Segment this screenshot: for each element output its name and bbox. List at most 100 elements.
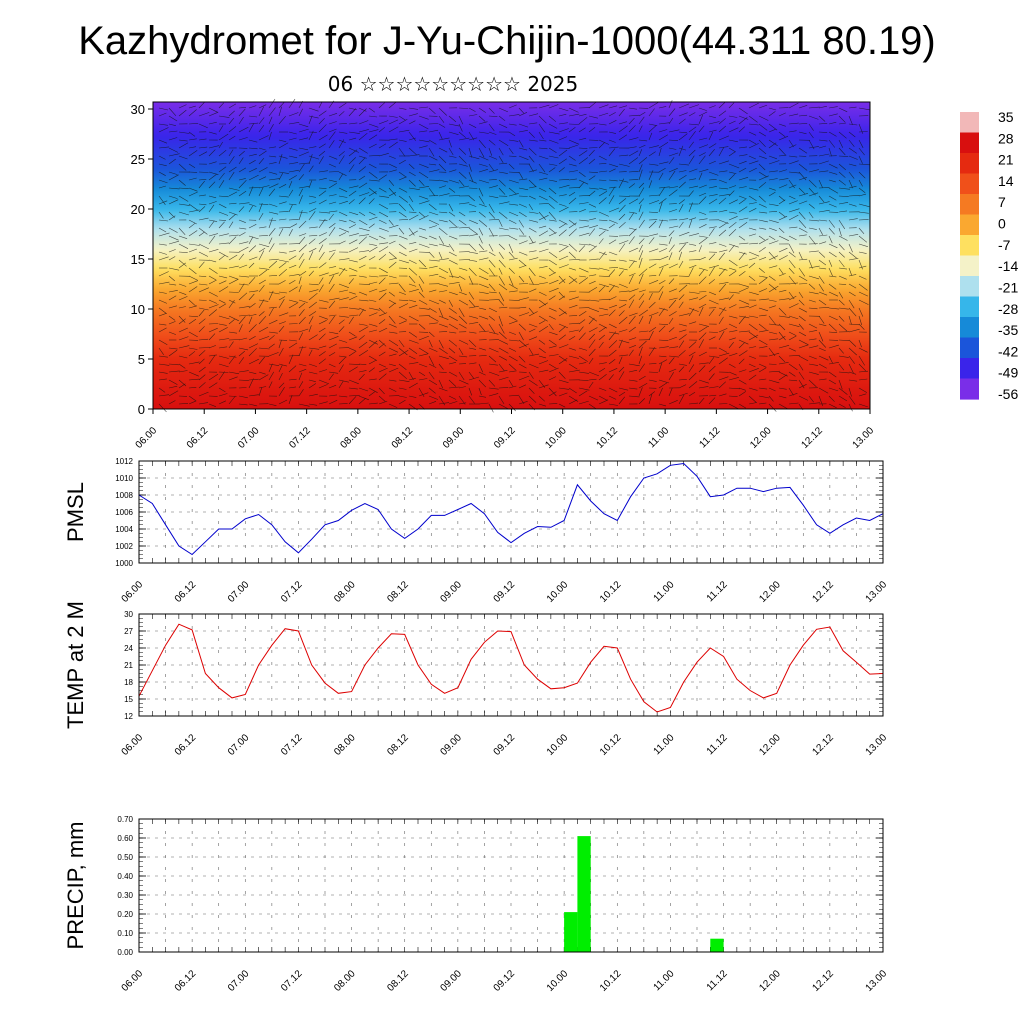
wind-barb: [508, 394, 520, 397]
wind-barb: [818, 259, 827, 266]
wind-barb: [268, 306, 277, 309]
heatmap-x-tick-label: 10.12: [595, 425, 621, 451]
wind-barb: [698, 235, 709, 238]
wind-barb: [328, 363, 336, 368]
wind-barb: [508, 275, 514, 286]
wind-barb: [468, 195, 475, 202]
wind-barb: [538, 123, 546, 133]
wind-barb: [818, 395, 824, 407]
wind-barb: [558, 184, 570, 189]
wind-barb: [328, 249, 336, 253]
wind-barb: [198, 309, 205, 317]
wind-barb: [858, 370, 869, 373]
wind-barb: [728, 139, 738, 143]
bar-y-tick-label: 0.50: [117, 853, 133, 862]
wind-barb: [208, 279, 217, 285]
wind-barbs: [158, 98, 870, 413]
wind-barb: [788, 275, 796, 285]
wind-barb: [418, 259, 427, 268]
wind-barb: [638, 289, 646, 293]
wind-barb: [168, 385, 178, 389]
wind-barb: [828, 203, 837, 208]
wind-barb: [458, 226, 470, 229]
wind-barb: [698, 365, 706, 373]
wind-barb: [428, 225, 437, 229]
wind-barb: [388, 331, 398, 334]
wind-barb: [358, 373, 365, 381]
wind-barb: [768, 203, 779, 206]
wind-barb: [768, 395, 774, 402]
wind-barb: [748, 315, 759, 318]
wind-barb: [368, 187, 377, 195]
wind-barb: [858, 235, 868, 243]
wind-barb: [558, 392, 568, 397]
wind-barb: [578, 355, 588, 362]
wind-barb: [448, 243, 455, 252]
wind-barb: [638, 219, 645, 229]
wind-barb: [788, 195, 796, 200]
wind-barb: [488, 131, 497, 135]
wind-barb: [238, 246, 249, 253]
wind-barb: [248, 358, 259, 365]
wind-barb: [728, 171, 737, 174]
wind-barb: [398, 139, 407, 142]
wind-barb: [168, 187, 180, 190]
wind-barb: [258, 203, 269, 205]
wind-barb: [858, 315, 862, 326]
wind-barb: [328, 194, 337, 197]
wind-barb: [468, 114, 478, 117]
wind-barb: [748, 208, 757, 213]
wind-barb: [768, 219, 779, 223]
wind-barb: [378, 343, 385, 349]
wind-barb: [578, 347, 588, 351]
wind-barb: [508, 339, 519, 342]
wind-barb: [388, 192, 397, 197]
pmsl-x-tick-label: 11.00: [652, 579, 677, 604]
wind-barb: [678, 394, 685, 405]
wind-barb: [858, 355, 865, 366]
wind-barb: [598, 170, 608, 173]
wind-barb: [198, 206, 206, 213]
wind-barb: [358, 236, 368, 245]
wind-barb: [418, 163, 429, 168]
wind-barb: [458, 315, 468, 324]
wind-barb: [388, 387, 397, 392]
wind-barb: [598, 211, 609, 217]
wind-barb: [628, 349, 634, 357]
wind-barb: [378, 195, 390, 198]
wind-barb: [428, 169, 440, 173]
wind-barb: [828, 227, 835, 235]
wind-barb: [848, 267, 853, 276]
wind-barb: [518, 401, 528, 405]
wind-barb: [698, 111, 708, 117]
wind-barb: [558, 128, 569, 133]
wind-barb: [798, 267, 806, 277]
wind-barb: [298, 316, 306, 325]
wind-barb: [288, 354, 294, 365]
wind-barb: [788, 130, 797, 133]
wind-barb: [168, 267, 180, 271]
wind-barb: [568, 192, 576, 197]
wind-barb: [518, 275, 525, 283]
wind-barb: [228, 156, 235, 165]
wind-barb: [338, 339, 348, 343]
wind-barb: [848, 234, 859, 237]
wind-barb: [308, 347, 320, 350]
wind-barb: [708, 331, 718, 333]
wind-barb: [798, 291, 804, 299]
wind-barb: [528, 235, 534, 244]
wind-barb: [338, 200, 348, 205]
wind-barb: [758, 123, 768, 131]
wind-barb: [718, 229, 727, 237]
wind-barb: [158, 200, 168, 205]
wind-barb: [818, 323, 827, 327]
wind-barb: [508, 155, 517, 157]
wind-barb: [358, 155, 367, 159]
wind-barb: [708, 394, 717, 397]
wind-barb: [498, 347, 509, 354]
wind-barb: [708, 186, 717, 189]
wind-barb: [768, 323, 780, 326]
wind-barb: [158, 155, 166, 160]
wind-barb: [838, 403, 846, 408]
wind-barb: [378, 267, 388, 274]
